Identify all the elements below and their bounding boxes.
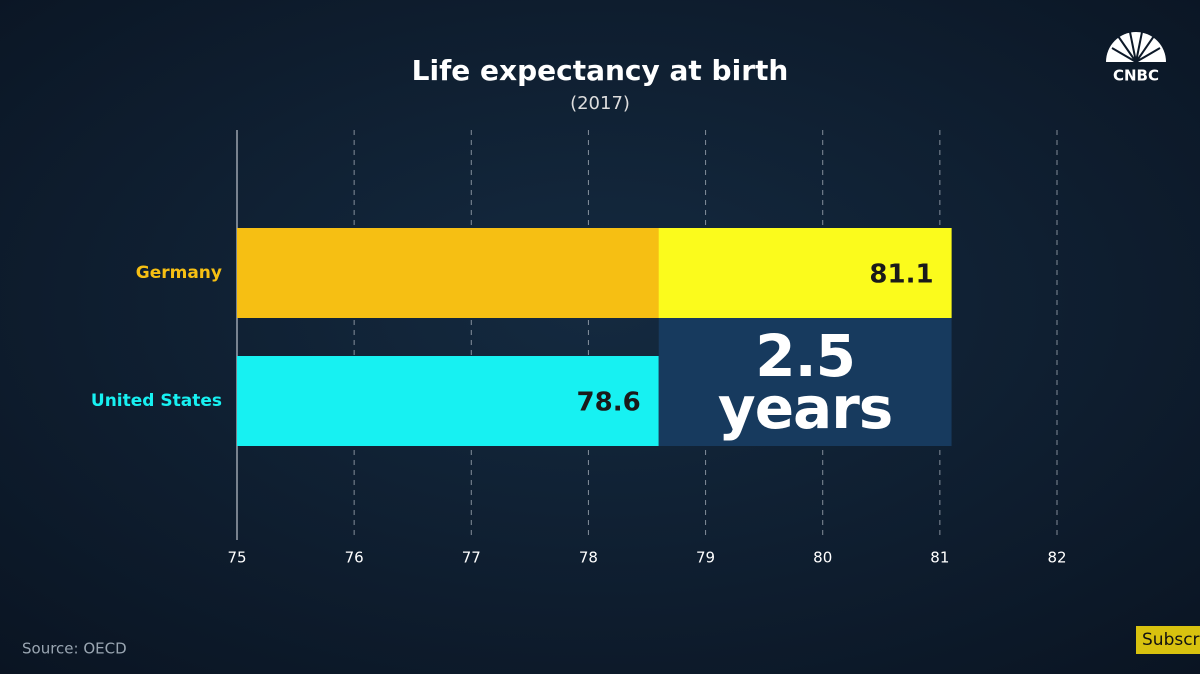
gap-highlight [658,228,952,318]
category-label: United States [91,391,222,411]
x-tick-label: 82 [1047,549,1066,567]
bar [237,356,659,446]
annotation-label: 2.5 years [717,322,893,442]
x-tick-label: 79 [696,549,715,567]
x-tick-label: 76 [345,549,364,567]
value-label: 78.6 [577,388,641,418]
category-label: Germany [136,263,222,283]
x-tick-label: 78 [579,549,598,567]
x-tick-label: 80 [813,549,832,567]
x-tick-label: 81 [930,549,949,567]
value-label: 81.1 [869,260,933,290]
subscribe-button[interactable]: Subscri [1136,626,1200,654]
logo-text: CNBC [1113,67,1159,85]
x-tick-label: 77 [462,549,481,567]
logo-feather-lines [1111,31,1161,63]
source-note: Source: OECD [22,640,127,658]
chart-title: Life expectancy at birth [412,54,789,87]
logo: CNBC [1106,31,1166,85]
chart-subtitle: (2017) [570,93,630,114]
annotation-box [658,318,952,446]
x-tick-label: 75 [227,549,246,567]
